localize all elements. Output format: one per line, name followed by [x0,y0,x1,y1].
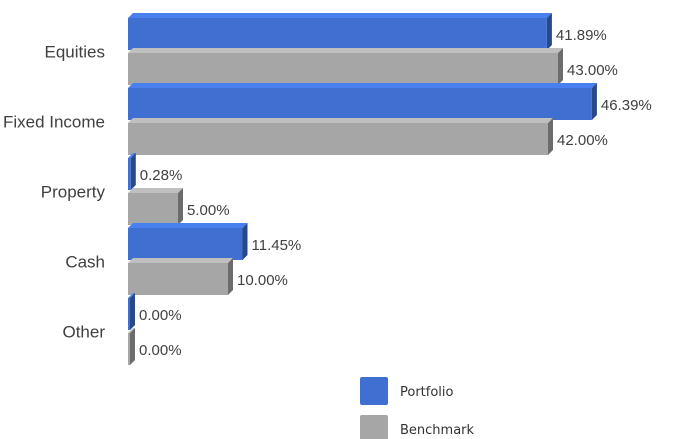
labels-layer: Equities 41.89% 43.00% Fixed Income 46.39% 42… [3,27,652,359]
legend-item-portfolio: Portfolio [360,377,454,405]
legend: Portfolio Benchmark [360,377,475,439]
category-label: Equities [45,43,105,62]
data-label: 46.39% [601,97,652,114]
category-label: Cash [65,253,105,272]
data-label: 10.00% [237,272,288,289]
data-label: 0.00% [139,307,182,324]
bar-portfolio [128,223,248,260]
legend-swatch [360,415,388,439]
category-label: Other [62,323,105,342]
bar-front-face [128,123,548,155]
bar-top-face [128,258,233,263]
bar-benchmark [128,118,553,155]
bar-front-face [128,18,547,50]
data-label: 11.45% [252,237,302,254]
bar-front-face [128,298,130,330]
category-label: Fixed Income [3,113,105,132]
data-label: 41.89% [556,27,607,44]
bar-side-face [558,48,563,85]
bar-front-face [128,88,592,120]
data-label: 43.00% [567,62,618,79]
bar-front-face [128,333,130,365]
bar-top-face [128,13,552,18]
bar-top-face [128,48,563,53]
bar-portfolio [128,13,552,50]
bar-side-face [548,118,553,155]
data-label: 0.00% [139,342,182,359]
bar-benchmark [128,328,135,365]
bar-side-face [130,328,135,365]
bar-side-face [130,153,136,190]
legend-item-benchmark: Benchmark [360,415,475,439]
legend-label: Portfolio [400,385,454,400]
bar-front-face [128,193,178,225]
bar-benchmark [128,188,183,225]
bar-top-face [128,223,248,228]
data-label: 5.00% [187,202,230,219]
bar-front-face [128,228,243,260]
bar-benchmark [128,48,563,85]
bar-top-face [128,293,135,298]
bar-top-face [128,328,135,333]
bars-layer [128,13,597,365]
bar-top-face [128,153,136,158]
bar-side-face [130,293,135,330]
legend-swatch [360,377,388,405]
bar-front-face [128,263,228,295]
bar-side-face [546,13,552,50]
bar-portfolio [128,153,136,190]
bar-top-face [128,188,183,193]
data-label: 0.28% [140,167,183,184]
data-label: 42.00% [557,132,608,149]
bar-side-face [591,83,597,120]
bar-side-face [178,188,183,225]
bar-top-face [128,83,597,88]
bar-front-face [128,53,558,85]
legend-label: Benchmark [400,423,475,438]
bar-side-face [228,258,233,295]
bar-front-face [128,158,131,190]
bar-benchmark [128,258,233,295]
bar-side-face [242,223,248,260]
bar-portfolio [128,83,597,120]
bar-portfolio [128,293,135,330]
category-label: Property [41,183,106,202]
bar-top-face [128,118,553,123]
